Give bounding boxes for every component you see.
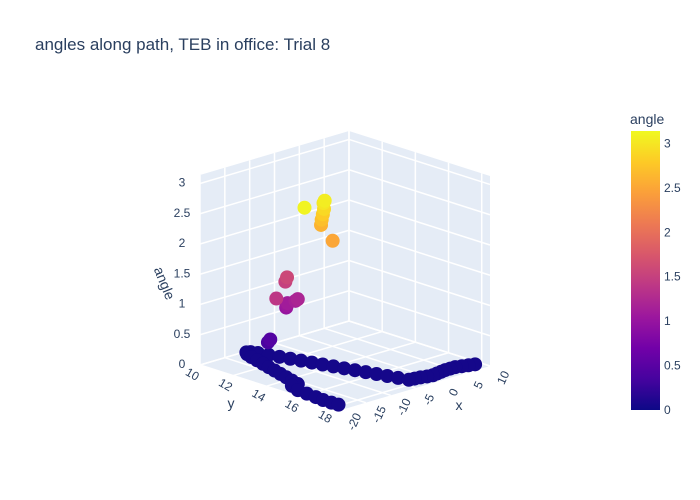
colorbar-tick-label: 0.5: [664, 359, 681, 373]
x-axis-title: x: [456, 397, 463, 413]
data-point: [297, 200, 312, 215]
y-tick-label: 12: [216, 375, 235, 394]
chart-title: angles along path, TEB in office: Trial …: [35, 35, 330, 54]
x-tick-label: -5: [420, 392, 437, 408]
data-point: [401, 372, 416, 387]
gridline-z-wally: [199, 259, 350, 306]
z-tick-label: 3: [179, 176, 186, 190]
z-tick-label: 2.5: [174, 206, 191, 220]
x-tick-label: -10: [394, 396, 414, 418]
data-point: [391, 370, 406, 385]
gridline-x-floor: [348, 320, 491, 367]
x-tick-label: 5: [471, 379, 487, 391]
x-tick-label: -20: [344, 411, 364, 433]
gridline-z-wallx: [348, 169, 491, 216]
data-point: [272, 349, 287, 364]
data-point: [380, 368, 395, 383]
colorbar-tick-label: 1.5: [664, 270, 681, 284]
y-tick-label: 10: [183, 365, 202, 384]
x-tick-label: -15: [369, 403, 389, 425]
data-point: [317, 193, 332, 208]
data-point: [269, 291, 284, 306]
colorbar-tick-label: 3: [664, 136, 671, 150]
z-tick-label: 1.5: [174, 266, 191, 280]
gridline-z-wally: [199, 138, 350, 185]
y-tick-label: 16: [283, 397, 302, 416]
z-tick-label: 0.5: [174, 327, 191, 341]
gridline-z-wallx: [348, 199, 491, 246]
data-point: [347, 363, 362, 378]
colorbar: angle 0 0.5 1 1.5 2 2.5 3: [630, 111, 681, 417]
colorbar-title: angle: [630, 111, 664, 127]
data-point: [290, 292, 305, 307]
gridline-z-wally: [199, 290, 350, 336]
y-tick-label: 14: [249, 386, 268, 405]
gridline-z-wallx: [348, 290, 491, 337]
data-point: [326, 359, 341, 374]
data-point: [358, 365, 373, 380]
y-axis-title: y: [228, 395, 235, 411]
gridline-z-wallx: [348, 229, 491, 276]
gridline-z-wallx: [348, 138, 491, 186]
data-point: [263, 332, 278, 347]
colorbar-tick-label: 1: [664, 314, 671, 328]
colorbar-gradient: [631, 131, 660, 410]
z-tick-label: 2: [179, 236, 186, 250]
data-point: [315, 357, 330, 372]
data-point: [283, 351, 298, 366]
y-tick-label: 18: [316, 407, 335, 426]
x-tick-label: 10: [494, 368, 512, 386]
data-point: [294, 353, 309, 368]
z-tick-label: 1: [179, 297, 186, 311]
gridline-z-wally: [199, 169, 350, 215]
colorbar-tick-label: 2.5: [664, 181, 681, 195]
gridline-z-wallx: [348, 259, 491, 307]
back-wall-x: [349, 131, 490, 366]
data-point: [369, 367, 384, 382]
z-tick-label: 0: [179, 357, 186, 371]
data-point: [280, 270, 295, 285]
gridline-z-wally: [199, 229, 350, 275]
colorbar-tick-label: 0: [664, 403, 671, 417]
data-point: [337, 361, 352, 376]
data-point: [304, 355, 319, 370]
data-point: [331, 397, 346, 412]
data-point: [325, 233, 340, 248]
colorbar-tick-label: 2: [664, 225, 671, 239]
